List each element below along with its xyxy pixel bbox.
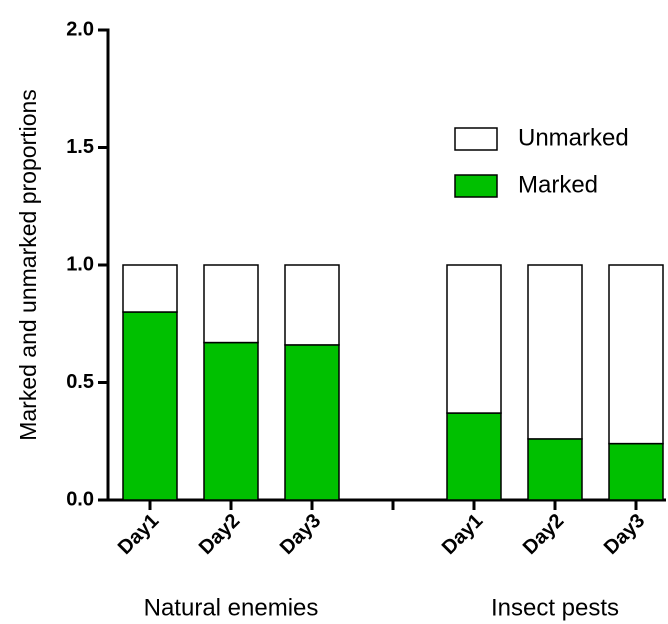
x-tick-label: Day2: [195, 510, 244, 559]
legend-swatch: [454, 127, 498, 151]
y-axis-title: Marked and unmarked proportions: [15, 89, 41, 441]
x-tick-label: Day3: [600, 510, 649, 559]
legend-label: Marked: [518, 171, 598, 198]
bar-segment: [608, 442, 664, 501]
y-tick-label: 2.0: [66, 18, 94, 40]
legend-swatch: [454, 174, 498, 198]
bar-segment: [284, 264, 340, 346]
y-tick-label: 1.5: [66, 136, 94, 158]
y-tick-label: 1.0: [66, 253, 94, 275]
x-tick-label: Day2: [519, 510, 568, 559]
bar-segment: [122, 311, 178, 501]
bar-segment: [203, 341, 259, 501]
x-tick-label: Day3: [276, 510, 325, 559]
x-tick-label: Day1: [114, 510, 163, 559]
bar-segment: [527, 264, 583, 440]
bar-segment: [446, 264, 502, 414]
x-tick-label: Day1: [438, 510, 487, 559]
y-tick-label: 0.5: [66, 371, 94, 393]
bar-segment: [122, 264, 178, 313]
group-label: Insect pests: [491, 594, 619, 621]
bar-segment: [608, 264, 664, 445]
bar-segment: [203, 264, 259, 344]
group-label: Natural enemies: [144, 594, 319, 621]
legend-label: Unmarked: [518, 124, 629, 151]
y-tick-label: 0.0: [66, 488, 94, 510]
bar-segment: [446, 412, 502, 501]
bar-segment: [284, 344, 340, 501]
bar-segment: [527, 438, 583, 501]
